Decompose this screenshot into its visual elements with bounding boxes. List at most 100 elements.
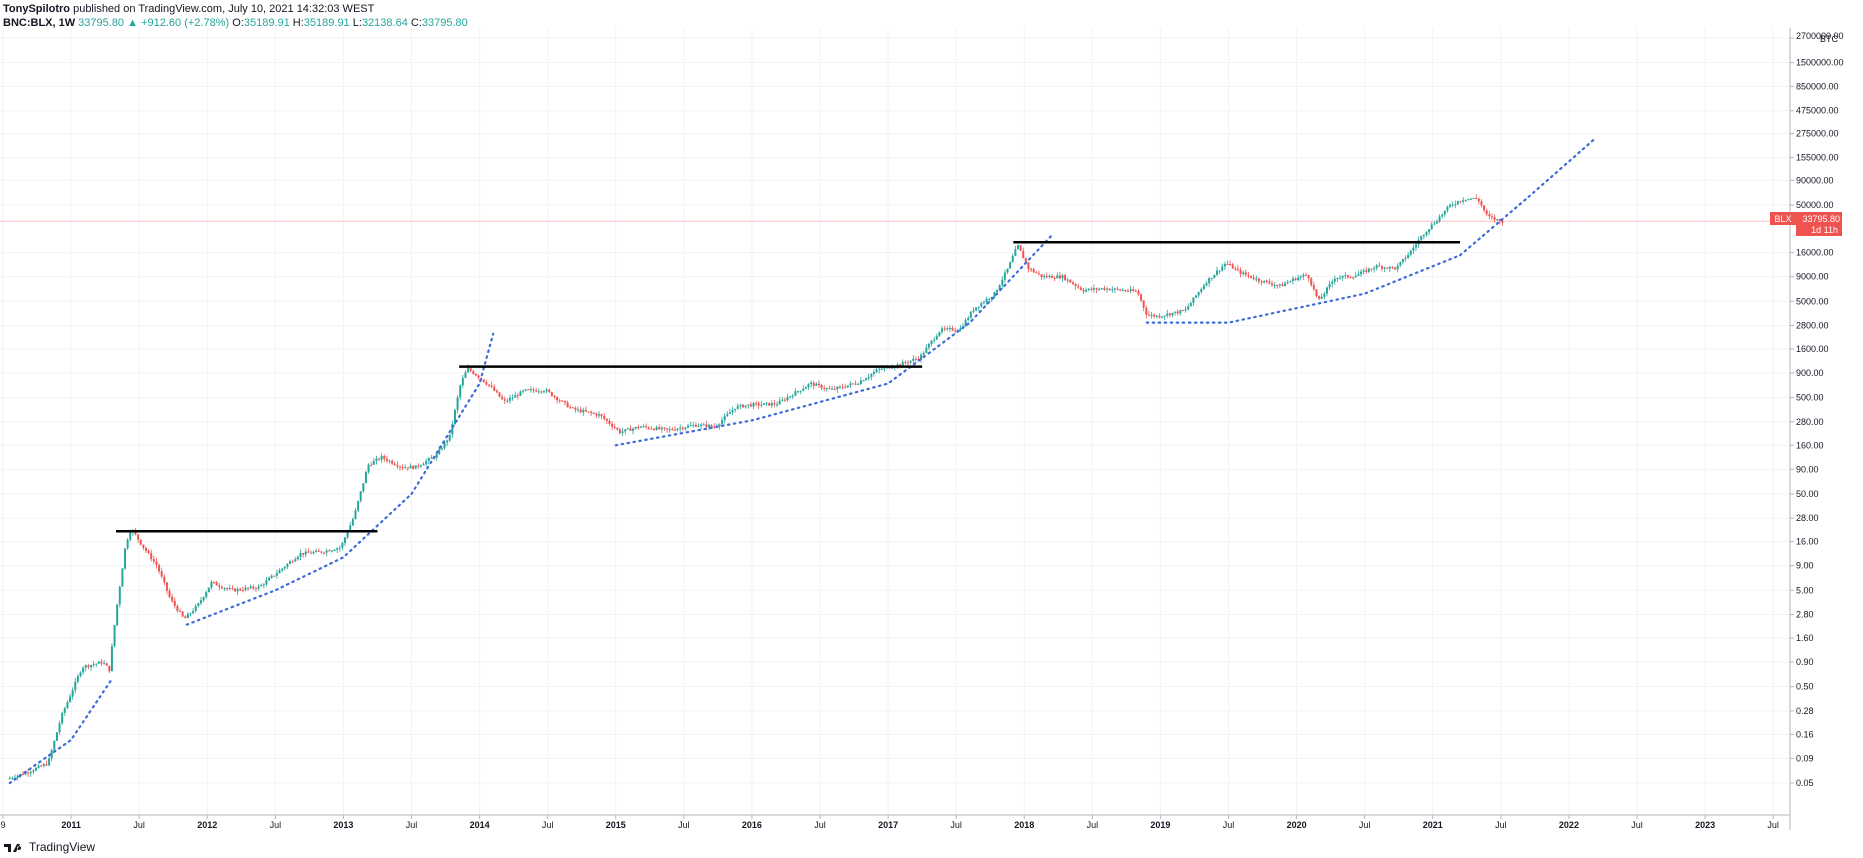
candle-body	[139, 539, 142, 545]
candle-body	[341, 542, 344, 548]
support-curve[interactable]	[8, 677, 114, 785]
candle-body	[320, 551, 323, 553]
candle-body	[1462, 200, 1465, 202]
candle-body	[524, 389, 527, 391]
candle-body	[1197, 292, 1200, 296]
candle-body	[144, 547, 147, 551]
candle-body	[189, 613, 192, 615]
x-tick-label: Jul	[1087, 820, 1099, 830]
candle-body	[346, 532, 349, 538]
candle-body	[1394, 267, 1397, 270]
candle-body	[1407, 254, 1410, 259]
candle-body	[1278, 284, 1281, 286]
candle-body	[1234, 268, 1237, 270]
y-tick-label: 500.00	[1796, 393, 1824, 403]
candle-body	[645, 426, 648, 428]
candle-body	[105, 663, 108, 666]
candle-body	[1226, 263, 1229, 265]
candle-body	[1399, 262, 1402, 266]
candle-body	[1179, 310, 1182, 314]
candle-body	[228, 588, 231, 590]
candle-body	[506, 400, 509, 402]
candle-body	[1090, 288, 1093, 290]
candle-body	[1323, 293, 1326, 297]
x-tick-label: 2022	[1559, 820, 1579, 830]
candle-body	[1263, 280, 1266, 283]
author-name[interactable]: TonySpilotro	[3, 3, 71, 15]
candle-body	[760, 404, 763, 406]
candle-body	[1210, 278, 1213, 280]
price-tag: BLX 33795.80 1d 11h	[1770, 212, 1842, 236]
candle-body	[383, 455, 386, 459]
support-curve[interactable]	[614, 234, 1053, 447]
candle-body	[671, 429, 674, 431]
x-tick-label: Jul	[1631, 820, 1643, 830]
candle-body	[906, 362, 909, 364]
candle-body	[1137, 291, 1140, 295]
candle-body	[1003, 272, 1006, 280]
x-tick-label: 2023	[1695, 820, 1715, 830]
candle-body	[728, 412, 731, 414]
candle-body	[453, 409, 456, 424]
candle-body	[464, 372, 467, 378]
time-axis[interactable]: 9 2011 Jul 2012 Jul 2013 Jul 2014 Jul 2015 Jul 2016…	[0, 815, 1779, 830]
low-key: L:	[352, 17, 362, 29]
candle-body	[1108, 288, 1111, 291]
x-tick-label: Jul	[1359, 820, 1371, 830]
candle-body	[1001, 279, 1004, 286]
candle-body	[1011, 256, 1014, 263]
candle-body	[935, 336, 938, 340]
candle-body	[1030, 269, 1033, 271]
candle-body	[171, 596, 174, 602]
candle-body	[1265, 280, 1268, 282]
candle-body	[1257, 278, 1260, 282]
candle-body	[922, 352, 925, 355]
candle-body	[1236, 268, 1239, 270]
candle-body	[252, 586, 255, 589]
candle-body	[16, 775, 19, 778]
candle-body	[1346, 275, 1349, 278]
candle-body	[1147, 314, 1150, 316]
support-curve[interactable]	[1145, 136, 1598, 324]
candle-body	[1155, 315, 1158, 317]
candle-body	[1255, 278, 1258, 280]
candle-body	[1276, 284, 1279, 286]
y-tick-label: 50000.00	[1796, 200, 1834, 210]
candle-body	[1140, 294, 1143, 301]
candle-body	[1016, 245, 1019, 250]
candle-body	[823, 388, 826, 390]
candle-body	[325, 550, 328, 553]
candle-body	[1409, 250, 1412, 255]
tradingview-brand[interactable]: TradingView	[29, 840, 96, 854]
candle-body	[1202, 285, 1205, 290]
candle-body	[642, 426, 645, 428]
candle-body	[1142, 300, 1145, 308]
candle-body	[477, 375, 480, 378]
candle-body	[723, 416, 726, 421]
candle-body	[1459, 201, 1462, 203]
candle-body	[391, 460, 394, 464]
candle-body	[456, 397, 459, 410]
candle-body	[414, 465, 417, 469]
candle-body	[1111, 289, 1114, 291]
candle-body	[982, 302, 985, 304]
candle-body	[29, 771, 32, 774]
candle-body	[757, 403, 760, 406]
candle-body	[97, 661, 100, 664]
candle-body	[181, 611, 184, 617]
candle-body	[1354, 275, 1357, 278]
candle-body	[299, 553, 302, 557]
support-curve[interactable]	[185, 332, 495, 626]
candle-body	[857, 383, 860, 385]
x-tick-label: Jul	[270, 820, 282, 830]
candle-body	[781, 399, 784, 401]
candle-body	[639, 426, 642, 428]
candle-body	[569, 407, 572, 409]
candle-body	[1341, 275, 1344, 278]
candle-body	[137, 534, 140, 540]
candle-body	[1100, 288, 1103, 290]
candle-body	[302, 553, 305, 555]
candle-body	[1189, 302, 1192, 307]
